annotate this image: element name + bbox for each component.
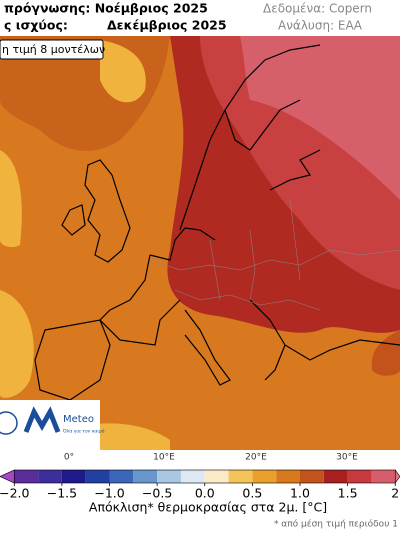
region bbox=[371, 330, 400, 376]
region bbox=[0, 290, 34, 398]
colorbar-label: Απόκλιση* θερμοκρασίας στα 2μ. [°C] bbox=[89, 500, 327, 515]
colorbar-segment bbox=[252, 470, 277, 483]
colorbar-tick-label: 0.5 bbox=[242, 486, 262, 501]
longitude-label: 30°E bbox=[336, 453, 358, 463]
region bbox=[100, 40, 146, 103]
colorbar-segment bbox=[109, 470, 134, 483]
colorbar-segment bbox=[204, 470, 229, 483]
colorbar-segment bbox=[14, 470, 39, 483]
valid-label: ς ισχύος: bbox=[4, 18, 68, 33]
colorbar-segment bbox=[347, 470, 372, 483]
colorbar-segment bbox=[133, 470, 158, 483]
colorbar-tick-label: −0.5 bbox=[142, 486, 172, 501]
forecast-date: πρόγνωσης: Νοέμβριος 2025 bbox=[4, 1, 208, 16]
colorbar-segment bbox=[276, 470, 300, 483]
colorbar-tick-label: 0.0 bbox=[195, 486, 215, 501]
colorbar-tick-label: 1.0 bbox=[290, 486, 310, 501]
colorbar-tick-label: 1.5 bbox=[338, 486, 358, 501]
map: η τιμή 8 μοντέλων Meteo Όλα για τον καιρ… bbox=[0, 36, 400, 450]
colorbar-segment bbox=[323, 470, 348, 483]
colorbar-segment bbox=[38, 470, 62, 483]
longitude-label: 20°E bbox=[245, 453, 267, 463]
colorbar-segment bbox=[85, 470, 110, 483]
colorbar-segment bbox=[371, 470, 396, 483]
colorbar-segment bbox=[300, 470, 324, 483]
coastline bbox=[34, 44, 400, 401]
colorbar-tick-label: 2 bbox=[391, 486, 399, 501]
longitude-label: 0° bbox=[64, 453, 74, 463]
colorbar-segment bbox=[228, 470, 253, 483]
logo-m bbox=[23, 406, 61, 433]
data-source: Δεδομένα: Copern bbox=[263, 2, 372, 16]
colorbar-tick-label: −2.0 bbox=[0, 486, 30, 501]
badge-text: η τιμή 8 μοντέλων bbox=[2, 43, 105, 56]
colorbar-segment bbox=[180, 470, 205, 483]
logo-tagline: Όλα για τον καιρό bbox=[62, 428, 105, 435]
colorbar-over bbox=[394, 469, 400, 484]
colorbar: −2.0 −1.5 −1.0 −0.5 0.0 0.5 1.0 1.5 2 bbox=[0, 469, 400, 501]
colorbar-under bbox=[0, 469, 15, 484]
longitude-label: 10°E bbox=[153, 453, 175, 463]
colorbar-tick-label: −1.5 bbox=[47, 486, 77, 501]
region bbox=[0, 150, 22, 248]
colorbar-segment bbox=[61, 470, 86, 483]
colorbar-segment bbox=[157, 470, 181, 483]
logo-name: Meteo bbox=[63, 414, 94, 425]
valid-month: Δεκέμβριος 2025 bbox=[107, 18, 227, 33]
analysis: Ανάλυση: ΕΑΑ bbox=[278, 19, 363, 33]
region bbox=[240, 36, 400, 200]
colorbar-tick-label: −1.0 bbox=[94, 486, 124, 501]
logo-circle bbox=[0, 411, 18, 435]
badge bbox=[0, 39, 104, 60]
borders bbox=[149, 199, 400, 311]
footnote: * από μέση τιμή περιόδου 1 bbox=[274, 519, 398, 530]
